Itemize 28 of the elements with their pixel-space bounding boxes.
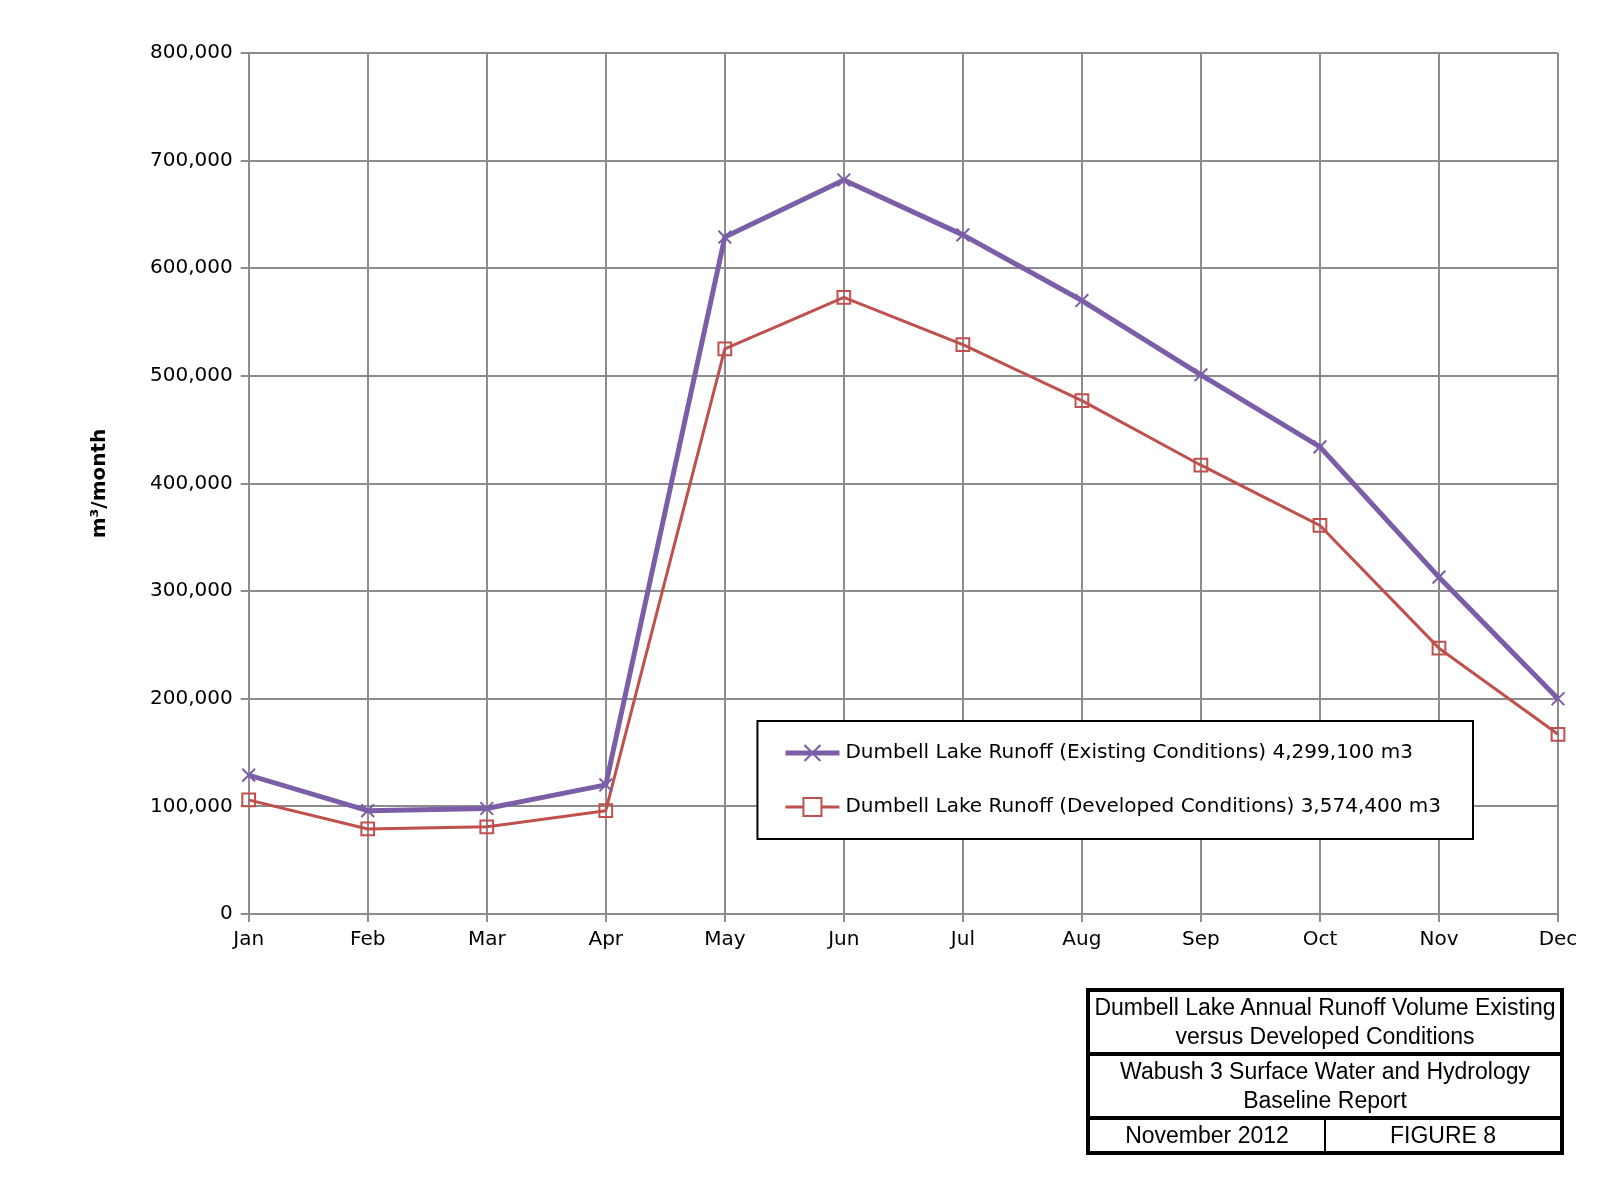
y-tick-label: 300,000 bbox=[149, 577, 233, 602]
y-tick-label: 800,000 bbox=[149, 39, 233, 64]
y-tick-label: 400,000 bbox=[149, 469, 233, 494]
x-tick-label: Mar bbox=[467, 926, 507, 951]
legend-label: Dumbell Lake Runoff (Existing Conditions) 4,299,100 m3 bbox=[845, 739, 1413, 764]
x-tick-label: Jul bbox=[948, 926, 975, 951]
legend-label: Dumbell Lake Runoff (Developed Conditions) 3,574,400 m3 bbox=[845, 793, 1441, 818]
x-tick-label: Apr bbox=[588, 926, 624, 951]
text: November 2012 bbox=[1124, 1121, 1290, 1150]
x-tick-label: Jun bbox=[826, 926, 860, 951]
x-tick-label: Feb bbox=[350, 926, 386, 951]
text: Wabush 3 Surface Water and Hydrology Baseline Report bbox=[1090, 1056, 1560, 1120]
x-tick-label: Sep bbox=[1182, 926, 1220, 951]
x-tick-label: Oct bbox=[1302, 926, 1338, 951]
y-tick-label: 200,000 bbox=[149, 684, 233, 709]
x-tick-label: Dec bbox=[1538, 926, 1578, 951]
y-tick-label: 600,000 bbox=[149, 254, 233, 279]
y-axis-title: m³/month bbox=[86, 428, 111, 539]
y-tick-label: 100,000 bbox=[149, 792, 233, 817]
caption: FIGURE 8 bbox=[1324, 1120, 1560, 1151]
y-tick-label: 500,000 bbox=[149, 362, 233, 387]
x-tick-label: Jan bbox=[231, 926, 265, 951]
y-tick-label: 700,000 bbox=[149, 146, 233, 171]
y-tick-label: 0 bbox=[219, 900, 233, 925]
x-tick-label: Aug bbox=[1062, 926, 1102, 951]
text: Dumbell Lake Annual Runoff Volume Existing versus Developed Conditions bbox=[1090, 992, 1560, 1056]
x-tick-label: Nov bbox=[1419, 926, 1459, 951]
x-tick-label: May bbox=[704, 926, 746, 951]
